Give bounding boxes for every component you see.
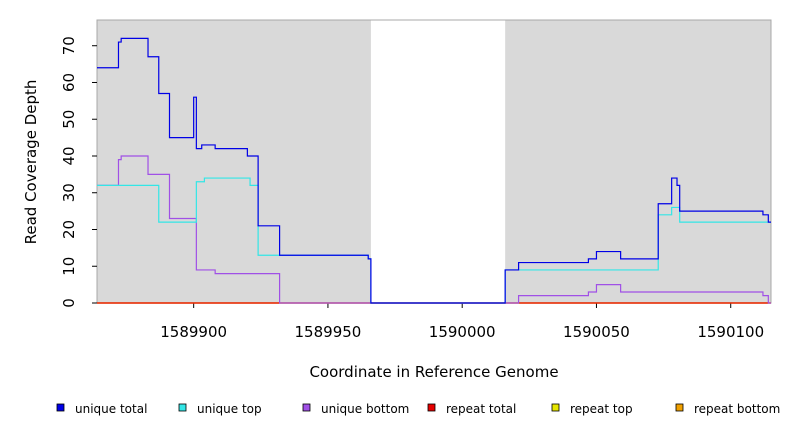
series-lines (97, 37, 771, 304)
legend-label: repeat total (446, 402, 516, 416)
legend-swatch (551, 403, 560, 412)
legend-label: unique top (197, 402, 262, 416)
y-tick-label: 40 (60, 146, 78, 165)
legend-label: unique bottom (321, 402, 409, 416)
legend-swatch (675, 403, 684, 412)
x-axis-label: Coordinate in Reference Genome (309, 363, 558, 381)
y-tick-label: 50 (60, 110, 78, 129)
y-axis-label: Read Coverage Depth (22, 80, 40, 245)
y-tick-label: 10 (60, 257, 78, 276)
series-line-unique-total (97, 37, 771, 304)
y-axis: 0 10 20 30 40 50 60 70 (60, 36, 97, 308)
x-tick-label: 1589950 (295, 323, 362, 341)
x-tick-label: 1590100 (697, 323, 764, 341)
shaded-regions (97, 20, 771, 303)
x-tick-label: 1590050 (563, 323, 630, 341)
shaded-region-1 (97, 20, 371, 303)
x-tick-label: 1590000 (429, 323, 496, 341)
shaded-region-2 (505, 20, 771, 303)
y-tick-label: 30 (60, 183, 78, 202)
x-axis: 1589900 1589950 1590000 1590050 1590100 (160, 303, 764, 341)
legend-label: repeat top (570, 402, 633, 416)
y-tick-label: 70 (60, 36, 78, 55)
series-line-unique-bottom (97, 155, 771, 304)
y-tick-label: 60 (60, 73, 78, 92)
legend-swatch (178, 403, 187, 412)
legend-swatch (56, 403, 65, 412)
y-tick-label: 0 (60, 298, 78, 308)
legend-label: unique total (75, 402, 147, 416)
legend-swatch (427, 403, 436, 412)
legend-label: repeat bottom (694, 402, 780, 416)
x-tick-label: 1589900 (160, 323, 227, 341)
legend-swatch (302, 403, 311, 412)
legend: unique total unique top unique bottom repea… (56, 402, 780, 416)
y-tick-label: 20 (60, 220, 78, 239)
